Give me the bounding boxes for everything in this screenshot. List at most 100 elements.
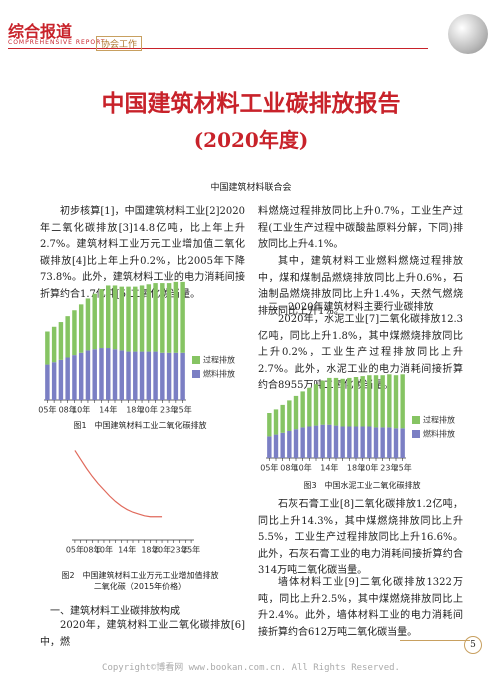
- bar-segment: [99, 288, 104, 349]
- bar-segment: [340, 426, 345, 458]
- paragraph: 墙体材料工业[9]二氧化碳排放1322万吨，同比上升2.5%，其中煤燃烧排放同比…: [258, 577, 463, 638]
- legend-swatch: [412, 430, 420, 438]
- x-tick-label: 18年: [347, 463, 365, 473]
- bar-segment: [92, 349, 97, 400]
- x-tick-label: 18年: [126, 405, 144, 415]
- bar-segment: [92, 293, 97, 350]
- bar-segment: [153, 283, 158, 352]
- bar-segment: [380, 427, 385, 458]
- bar-segment: [380, 375, 385, 428]
- bar-segment: [78, 352, 84, 400]
- bar-segment: [320, 424, 325, 458]
- bar-segment: [313, 384, 319, 426]
- section-label-en: COMPREHENSIVE REPORT: [8, 39, 106, 46]
- bar-segment: [313, 425, 319, 458]
- bar-segment: [119, 286, 124, 351]
- bar-segment: [51, 326, 57, 363]
- column-label: 协会工作: [96, 36, 143, 51]
- legend-label: 燃料排放: [423, 429, 455, 439]
- bar-segment: [307, 426, 312, 458]
- bar-segment: [287, 431, 292, 458]
- bar-segment: [373, 427, 379, 458]
- bar-segment: [106, 348, 111, 400]
- bar-segment: [387, 427, 392, 458]
- bar-segment: [45, 364, 50, 400]
- bar-segment: [160, 352, 165, 400]
- bar-segment: [133, 351, 138, 400]
- line: [74, 450, 163, 518]
- section-label: 综合报道: [8, 22, 73, 41]
- bar-segment: [367, 426, 372, 458]
- bar-segment: [78, 304, 84, 353]
- bar-segment: [45, 331, 50, 365]
- x-tick-label: 08年: [280, 463, 298, 473]
- bar-segment: [72, 355, 77, 400]
- x-tick-label: 10年: [294, 463, 312, 473]
- paragraph: 其中，建筑材料工业燃料燃烧过程排放中，煤和煤制品燃烧排放同比上升0.6%，石油制…: [258, 256, 463, 317]
- header-rule: [8, 48, 428, 49]
- bar-segment: [106, 285, 111, 349]
- footer-rule: [400, 640, 470, 641]
- bar-segment: [126, 286, 131, 352]
- paragraph: 2020年，建筑材料工业二氧化碳排放[6]中，燃: [40, 620, 245, 648]
- bar-segment: [280, 404, 285, 433]
- bar-segment: [166, 352, 172, 400]
- bar-segment: [340, 378, 345, 427]
- bar-segment: [180, 352, 185, 400]
- x-tick-label: 20年: [360, 463, 378, 473]
- bar-segment: [119, 350, 124, 400]
- bar-segment: [180, 281, 185, 353]
- bar-segment: [360, 376, 365, 427]
- bar-segment: [166, 283, 172, 353]
- bar-segment: [139, 285, 145, 352]
- bar-segment: [347, 426, 352, 458]
- x-tick-label: 08年: [83, 545, 101, 555]
- legend-swatch: [192, 356, 200, 364]
- logo: [448, 14, 488, 54]
- bar-segment: [373, 375, 379, 428]
- bar-segment: [85, 298, 91, 351]
- bar-segment: [393, 375, 399, 429]
- bar-segment: [99, 348, 104, 400]
- x-tick-label: 14年: [99, 405, 117, 415]
- bar-segment: [400, 428, 405, 458]
- x-tick-label: 25年: [174, 405, 192, 415]
- bar-segment: [347, 377, 352, 427]
- bar-segment: [400, 374, 405, 429]
- bar-segment: [293, 395, 299, 430]
- x-tick-label: 05年: [260, 463, 278, 473]
- x-tick-label: 10年: [72, 405, 90, 415]
- bar-segment: [287, 400, 292, 431]
- bar-segment: [65, 357, 70, 400]
- heading: 二、2020年建筑材料主要行业碳排放: [268, 302, 434, 313]
- bar-segment: [393, 428, 399, 458]
- bar-segment: [51, 362, 57, 400]
- subtitle: (2020年度): [193, 128, 309, 152]
- bar-segment: [320, 380, 325, 425]
- legend-swatch: [412, 416, 420, 424]
- legend-label: 过程排放: [203, 355, 235, 365]
- x-tick-label: 18年: [141, 545, 159, 555]
- legend-label: 过程排放: [423, 415, 455, 425]
- bar-segment: [72, 310, 77, 356]
- bar-segment: [353, 426, 359, 458]
- x-tick-label: 10年: [95, 545, 113, 555]
- x-tick-label: 23年: [380, 463, 398, 473]
- bar-segment: [112, 285, 118, 350]
- bar-segment: [273, 409, 279, 435]
- bar-segment: [280, 432, 285, 458]
- bar-segment: [58, 359, 64, 400]
- author: 中国建筑材料联合会: [210, 183, 292, 193]
- bar-segment: [146, 284, 152, 352]
- bar-segment: [333, 377, 339, 426]
- bar-segment: [173, 352, 179, 400]
- legend-swatch: [192, 370, 200, 378]
- x-tick-label: 23年: [160, 405, 178, 415]
- x-tick-label: 05年: [38, 405, 56, 415]
- bar-segment: [65, 316, 70, 358]
- page-number: 5: [464, 636, 482, 654]
- x-tick-label: 20年: [140, 405, 158, 415]
- heading: 一、建筑材料工业碳排放构成: [50, 606, 180, 617]
